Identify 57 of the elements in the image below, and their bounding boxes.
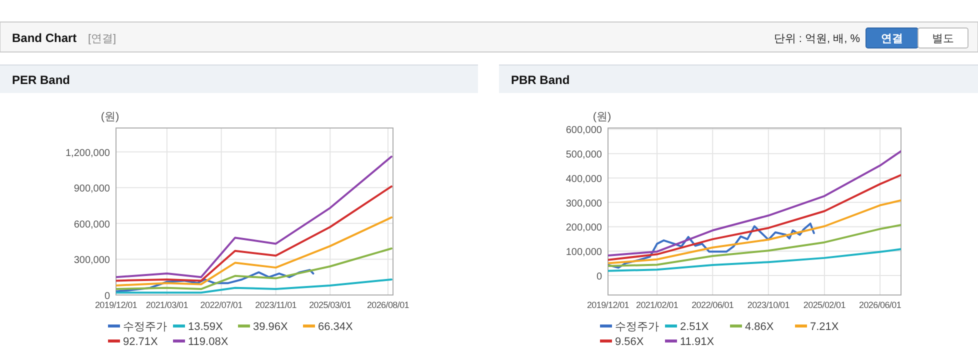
x-tick-label: 2025/03/01 xyxy=(309,300,352,310)
legend-label: 7.21X xyxy=(810,321,840,333)
y-axis-title: (원) xyxy=(100,111,120,123)
y-tick-label: 300,000 xyxy=(74,255,110,266)
legend-label: 2.51X xyxy=(680,321,710,333)
y-tick-label: 300,000 xyxy=(566,198,602,210)
x-tick-label: 2021/02/01 xyxy=(636,300,678,310)
line-series xyxy=(116,156,392,278)
line-series xyxy=(608,224,901,267)
legend-label: 92.71X xyxy=(123,336,159,348)
line-series xyxy=(608,199,901,264)
line-series xyxy=(608,150,901,257)
x-tick-label: 2022/06/01 xyxy=(692,300,734,310)
y-tick-label: 600,000 xyxy=(74,219,110,230)
legend-label: 수정주가 xyxy=(123,321,167,333)
line-series xyxy=(116,247,392,290)
legend-label: 119.08X xyxy=(188,336,229,348)
x-tick-label: 2025/02/01 xyxy=(803,300,846,310)
y-tick-label: 0 xyxy=(104,291,110,302)
line-series xyxy=(608,174,901,261)
line-series xyxy=(608,222,815,269)
y-tick-label: 900,000 xyxy=(74,184,110,195)
text: 단위 : 억원, 배, % xyxy=(774,33,860,45)
line-series xyxy=(608,248,901,272)
y-tick-label: 500,000 xyxy=(566,150,602,161)
y-tick-label: 400,000 xyxy=(566,174,602,185)
line-series xyxy=(116,185,392,282)
line-series xyxy=(116,216,392,286)
legend-label: 39.96X xyxy=(253,321,289,333)
legend-label: 4.86X xyxy=(745,321,774,333)
legend-label: 11.91X xyxy=(680,336,715,348)
x-tick-label: 2022/07/01 xyxy=(200,300,243,310)
text: 연결 xyxy=(881,33,903,45)
chart-title: PER Band xyxy=(12,73,70,87)
x-tick-label: 2026/06/01 xyxy=(859,300,902,310)
x-tick-label: 2023/11/01 xyxy=(255,300,297,310)
y-tick-label: 100,000 xyxy=(566,247,602,258)
legend-label: 9.56X xyxy=(615,336,644,348)
x-tick-label: 2019/12/01 xyxy=(586,300,630,310)
y-tick-label: 1,200,000 xyxy=(66,148,110,159)
y-tick-label: 0 xyxy=(596,271,602,282)
legend-label: 13.59X xyxy=(188,321,224,333)
y-tick-label: 600,000 xyxy=(566,125,602,136)
x-tick-label: 2019/12/01 xyxy=(94,300,138,310)
line-series xyxy=(116,278,392,294)
line-series xyxy=(116,268,314,292)
y-axis-title: (원) xyxy=(592,111,612,123)
y-tick-label: 200,000 xyxy=(566,222,602,234)
text: Band Chart xyxy=(12,31,77,45)
text: [연결] xyxy=(88,33,116,45)
x-tick-label: 2021/03/01 xyxy=(146,300,188,310)
legend-label: 수정주가 xyxy=(615,321,659,333)
text: 별도 xyxy=(932,33,954,45)
chart-title: PBR Band xyxy=(511,73,570,87)
x-tick-label: 2023/10/01 xyxy=(747,300,790,310)
x-tick-label: 2026/08/01 xyxy=(366,300,410,310)
legend-label: 66.34X xyxy=(318,321,354,333)
